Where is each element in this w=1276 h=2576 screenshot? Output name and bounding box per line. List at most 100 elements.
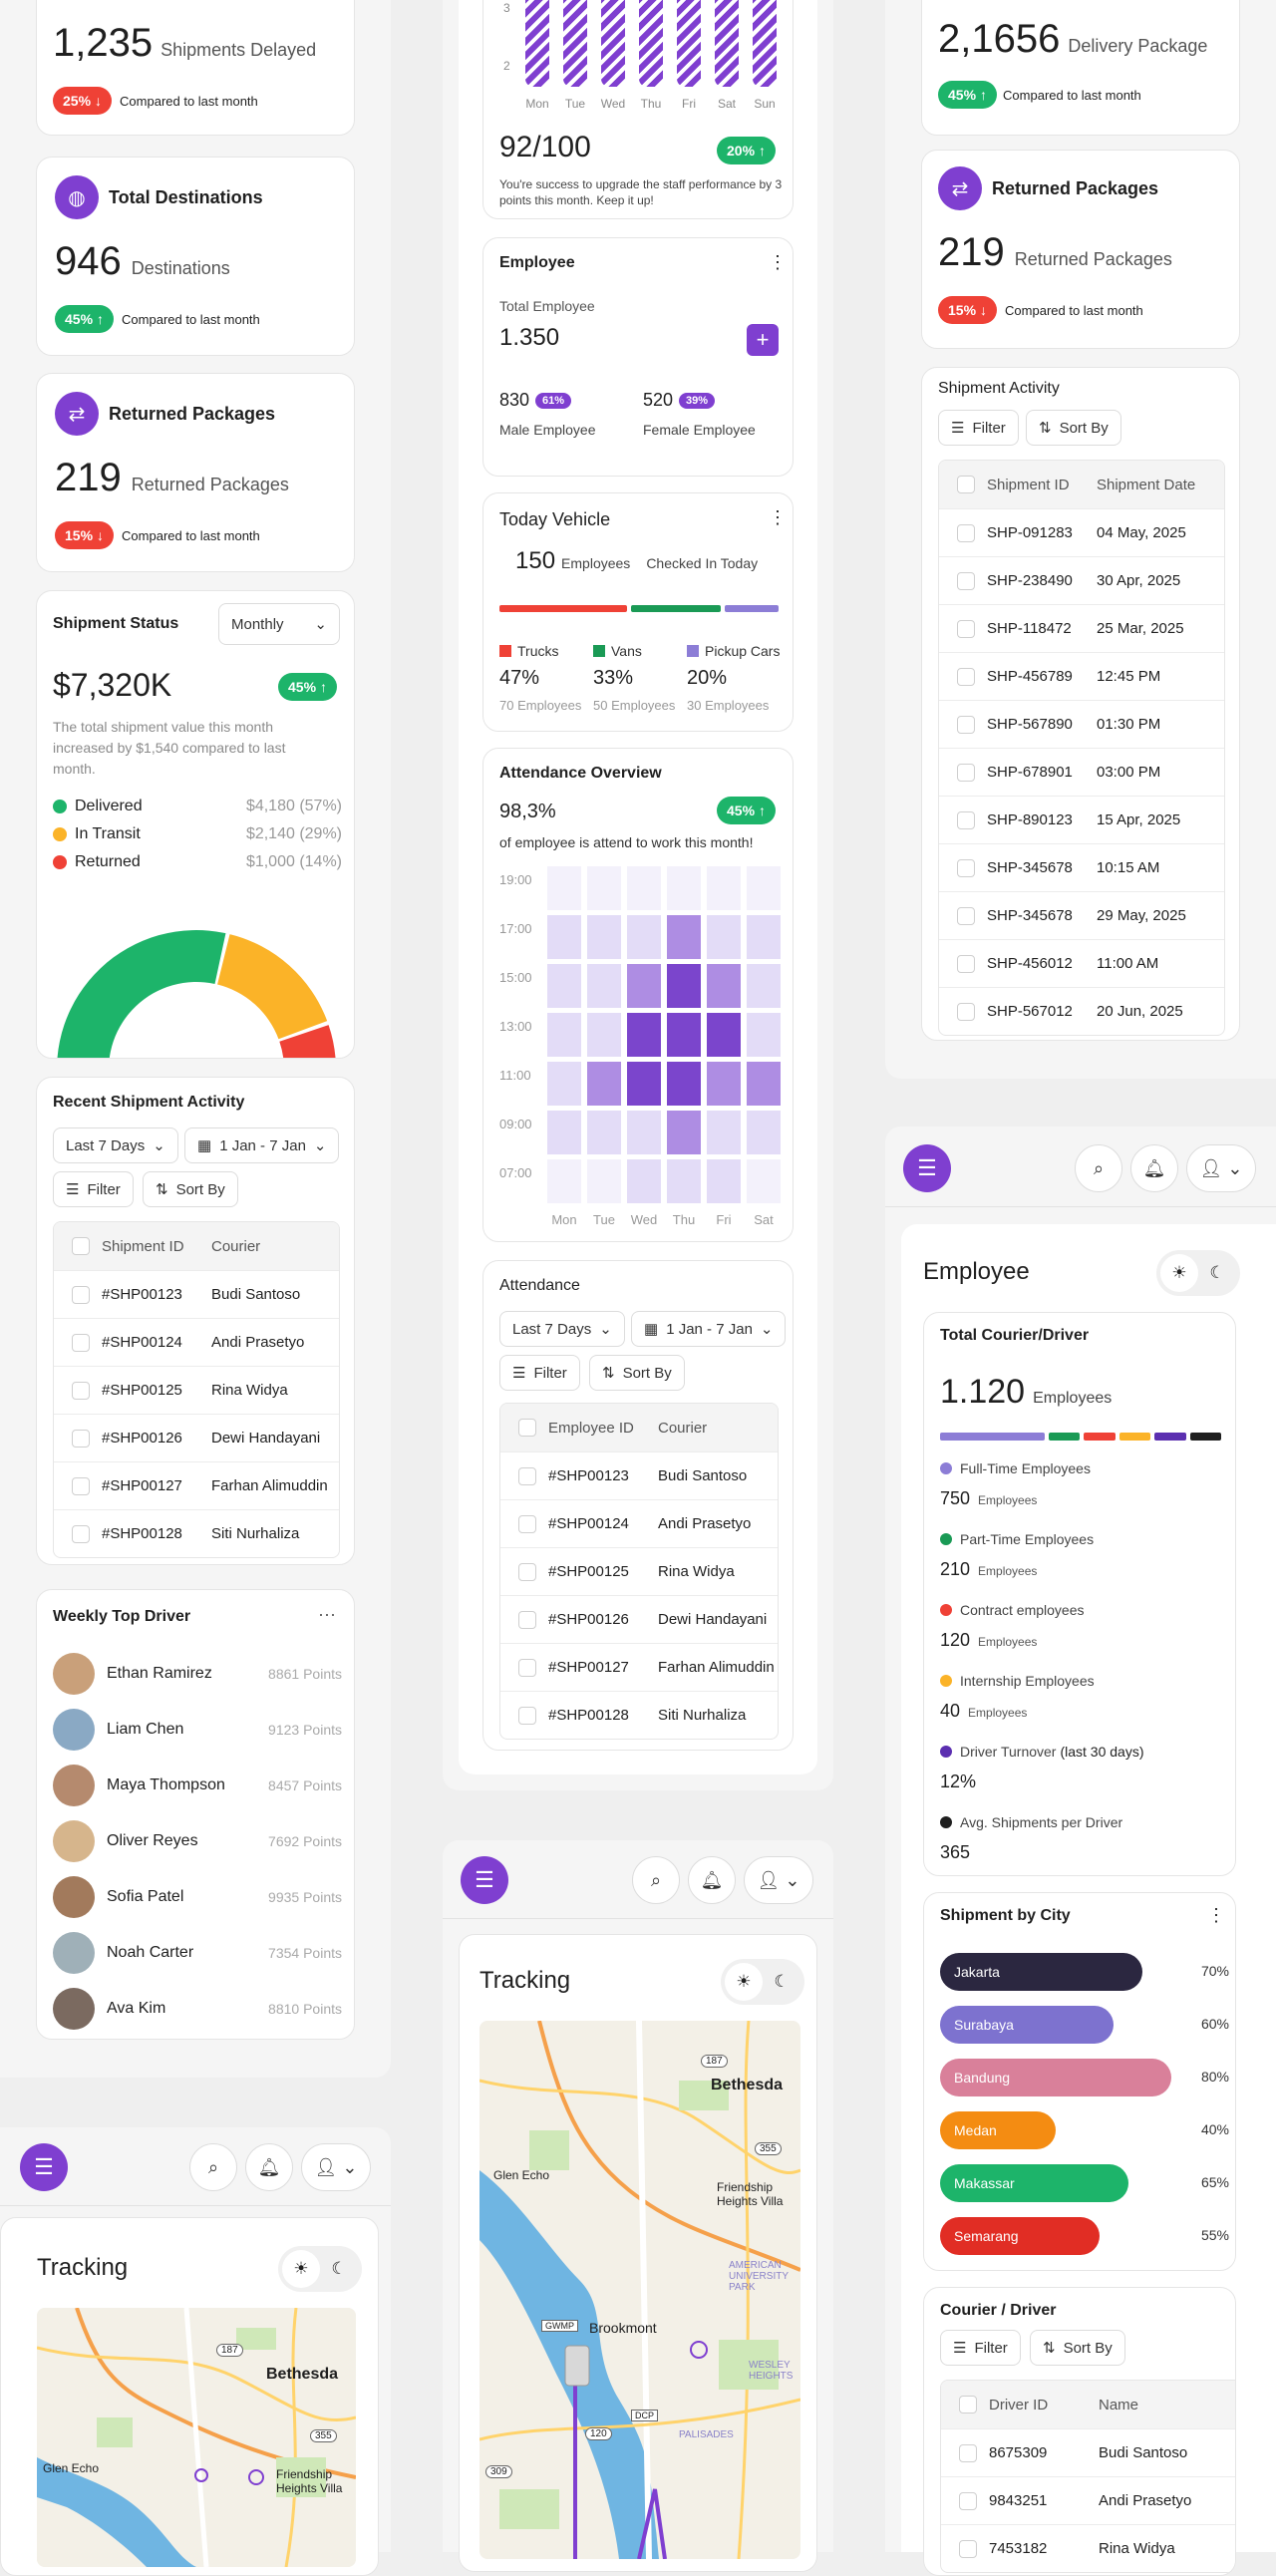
row-checkbox[interactable] — [957, 763, 975, 782]
table-row[interactable]: SHP-118472 25 Mar, 2025 — [939, 604, 1224, 652]
row-checkbox[interactable] — [957, 571, 975, 590]
theme-toggle[interactable]: ☀ ☾ — [721, 1959, 804, 2005]
row-checkbox[interactable] — [959, 2539, 977, 2558]
row-checkbox[interactable] — [957, 619, 975, 638]
table-row[interactable]: #SHP00128 Siti Nurhaliza — [54, 1509, 339, 1557]
profile-button[interactable]: 👤︎ ⌄ — [301, 2143, 371, 2191]
table-row[interactable]: SHP-678901 03:00 PM — [939, 748, 1224, 796]
row-checkbox[interactable] — [518, 1658, 536, 1677]
row-checkbox[interactable] — [957, 810, 975, 829]
theme-toggle[interactable]: ☀ ☾ — [278, 2246, 362, 2292]
table-row[interactable]: #SHP00123 Budi Santoso — [54, 1270, 339, 1318]
table-row[interactable]: SHP-567012 20 Jun, 2025 — [939, 987, 1224, 1035]
search-button[interactable]: ⌕ — [189, 2143, 237, 2191]
sort-button[interactable]: ⇅ Sort By — [143, 1171, 238, 1207]
row-checkbox[interactable] — [72, 1476, 90, 1495]
add-employee-button[interactable]: + — [747, 324, 779, 356]
row-checkbox[interactable] — [72, 1333, 90, 1352]
sort-button[interactable]: ⇅ Sort By — [1026, 410, 1121, 446]
notification-button[interactable]: 🔔︎ — [1130, 1144, 1178, 1192]
theme-toggle[interactable]: ☀ ☾ — [1156, 1250, 1240, 1296]
header-checkbox[interactable] — [518, 1419, 536, 1437]
profile-button[interactable]: 👤︎ ⌄ — [1186, 1144, 1256, 1192]
driver-row[interactable]: Sofia Patel 9935 Points — [53, 1869, 342, 1925]
legend-square — [687, 645, 699, 657]
period-select[interactable]: Monthly ⌄ — [218, 603, 340, 645]
header-checkbox[interactable] — [72, 1237, 90, 1255]
range-select[interactable]: Last 7 Days ⌄ — [499, 1311, 625, 1347]
row-checkbox[interactable] — [957, 858, 975, 877]
sort-button[interactable]: ⇅ Sort By — [1030, 2330, 1125, 2366]
driver-row[interactable]: Oliver Reyes 7692 Points — [53, 1813, 342, 1869]
row-checkbox[interactable] — [959, 2491, 977, 2510]
table-row[interactable]: #SHP00128 Siti Nurhaliza — [500, 1691, 778, 1739]
filter-button[interactable]: ☰ Filter — [53, 1171, 134, 1207]
filter-button[interactable]: ☰ Filter — [940, 2330, 1021, 2366]
date-select[interactable]: ▦ 1 Jan - 7 Jan ⌄ — [631, 1311, 787, 1347]
filter-button[interactable]: ☰ Filter — [499, 1355, 580, 1391]
sort-button[interactable]: ⇅ Sort By — [589, 1355, 685, 1391]
menu-button[interactable]: ☰ — [20, 2143, 68, 2191]
row-checkbox[interactable] — [72, 1429, 90, 1448]
table-row[interactable]: #SHP00123 Budi Santoso — [500, 1451, 778, 1499]
driver-row[interactable]: Ava Kim 8810 Points — [53, 1981, 342, 2037]
range-select[interactable]: Last 7 Days ⌄ — [53, 1127, 178, 1163]
table-row[interactable]: SHP-567890 01:30 PM — [939, 700, 1224, 748]
row-checkbox[interactable] — [957, 715, 975, 734]
row-checkbox[interactable] — [957, 523, 975, 542]
driver-row[interactable]: Maya Thompson 8457 Points — [53, 1758, 342, 1813]
row-checkbox[interactable] — [72, 1524, 90, 1543]
table-row[interactable]: #SHP00125 Rina Widya — [54, 1366, 339, 1414]
more-icon[interactable]: ⋮ — [1207, 1905, 1225, 1925]
table-row[interactable]: #SHP00125 Rina Widya — [500, 1547, 778, 1595]
row-checkbox[interactable] — [518, 1610, 536, 1629]
table-row[interactable]: #SHP00124 Andi Prasetyo — [500, 1499, 778, 1547]
table-row[interactable]: SHP-456012 11:00 AM — [939, 939, 1224, 987]
date-select[interactable]: ▦ 1 Jan - 7 Jan ⌄ — [184, 1127, 340, 1163]
table-row[interactable]: SHP-091283 04 May, 2025 — [939, 508, 1224, 556]
notification-button[interactable]: 🔔︎ — [688, 1856, 736, 1904]
table-row[interactable]: #SHP00127 Farhan Alimuddin — [54, 1461, 339, 1509]
table-row[interactable]: #SHP00126 Dewi Handayani — [54, 1414, 339, 1461]
driver-row[interactable]: Noah Carter 7354 Points — [53, 1925, 342, 1981]
row-checkbox[interactable] — [72, 1285, 90, 1304]
table-row[interactable]: SHP-890123 15 Apr, 2025 — [939, 796, 1224, 843]
profile-button[interactable]: 👤︎ ⌄ — [744, 1856, 813, 1904]
row-checkbox[interactable] — [957, 1002, 975, 1021]
table-row[interactable]: #SHP00127 Farhan Alimuddin — [500, 1643, 778, 1691]
table-row[interactable]: SHP-345678 29 May, 2025 — [939, 891, 1224, 939]
table-row[interactable]: #SHP00124 Andi Prasetyo — [54, 1318, 339, 1366]
filter-button[interactable]: ☰ Filter — [938, 410, 1019, 446]
table-row[interactable]: SHP-238490 30 Apr, 2025 — [939, 556, 1224, 604]
search-button[interactable]: ⌕ — [1075, 1144, 1122, 1192]
heatmap-cell — [747, 1111, 781, 1154]
row-checkbox[interactable] — [72, 1381, 90, 1400]
menu-button[interactable]: ☰ — [903, 1144, 951, 1192]
tracking-map[interactable]: Bethesda Glen Echo Friendship Heights Vi… — [37, 2308, 356, 2567]
more-icon[interactable]: ··· — [318, 1604, 336, 1624]
row-checkbox[interactable] — [518, 1706, 536, 1725]
driver-row[interactable]: Liam Chen 9123 Points — [53, 1702, 342, 1758]
search-button[interactable]: ⌕ — [632, 1856, 680, 1904]
menu-button[interactable]: ☰ — [461, 1856, 508, 1904]
more-icon[interactable]: ⋮ — [769, 507, 787, 527]
row-checkbox[interactable] — [957, 954, 975, 973]
header-checkbox[interactable] — [957, 476, 975, 493]
row-checkbox[interactable] — [959, 2443, 977, 2462]
row-checkbox[interactable] — [518, 1514, 536, 1533]
row-checkbox[interactable] — [957, 667, 975, 686]
row-checkbox[interactable] — [518, 1466, 536, 1485]
notification-button[interactable]: 🔔︎ — [245, 2143, 293, 2191]
driver-row[interactable]: Ethan Ramirez 8861 Points — [53, 1646, 342, 1702]
more-icon[interactable]: ⋮ — [769, 252, 787, 272]
table-row[interactable]: #SHP00126 Dewi Handayani — [500, 1595, 778, 1643]
table-row[interactable]: SHP-456789 12:45 PM — [939, 652, 1224, 700]
tracking-map[interactable]: Bethesda Glen Echo Friendship Heights Vi… — [479, 2021, 800, 2559]
header-checkbox[interactable] — [959, 2396, 977, 2414]
row-checkbox[interactable] — [957, 906, 975, 925]
table-row[interactable]: SHP-345678 10:15 AM — [939, 843, 1224, 891]
row-checkbox[interactable] — [518, 1562, 536, 1581]
